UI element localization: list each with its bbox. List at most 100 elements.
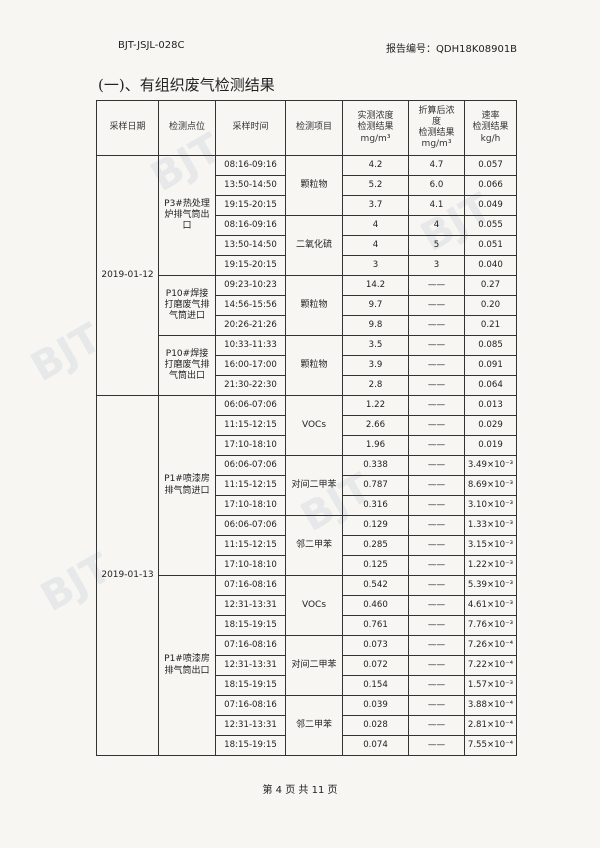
measured-concentration: 4.2	[342, 155, 409, 176]
corrected-concentration: ——	[408, 315, 465, 336]
test-item: 二氧化硫	[285, 215, 343, 276]
corrected-concentration: 3	[408, 255, 465, 276]
corrected-concentration: ——	[408, 735, 465, 756]
results-table: 采样日期 检测点位 采样时间 检测项目 实测浓度 检测结果 mg/m³ 折算后浓 度 检测…	[96, 100, 517, 756]
measured-concentration: 3.9	[342, 355, 409, 376]
sampling-time: 21:30-22:30	[215, 375, 286, 396]
table-row: 13:50-14:50 5.2 6.0 0.066	[97, 175, 517, 196]
emission-rate: 3.10×10⁻³	[464, 495, 517, 516]
document-code: BJT-JSJL-028C	[118, 40, 185, 51]
measured-concentration: 0.072	[342, 655, 409, 676]
measured-concentration: 0.338	[342, 455, 409, 476]
emission-rate: 0.20	[464, 295, 517, 316]
test-item: 颗粒物	[285, 275, 343, 336]
sampling-time: 07:16-08:16	[215, 635, 286, 656]
measured-concentration: 0.125	[342, 555, 409, 576]
table-row: 11:15-12:15 2.66 —— 0.029	[97, 415, 517, 436]
emission-rate: 7.76×10⁻³	[464, 615, 517, 636]
sampling-time: 18:15-19:15	[215, 675, 286, 696]
emission-rate: 0.040	[464, 255, 517, 276]
emission-rate: 0.057	[464, 155, 517, 176]
corrected-concentration: 6.0	[408, 175, 465, 196]
sampling-time: 13:50-14:50	[215, 235, 286, 256]
measured-concentration: 0.073	[342, 635, 409, 656]
table-row: 18:15-19:15 0.154 —— 1.57×10⁻³	[97, 675, 517, 696]
sampling-time: 09:23-10:23	[215, 275, 286, 296]
emission-rate: 3.88×10⁻⁴	[464, 695, 517, 716]
measured-concentration: 14.2	[342, 275, 409, 296]
test-item: 颗粒物	[285, 335, 343, 396]
sampling-time: 19:15-20:15	[215, 195, 286, 216]
report-number: 报告编号：QDH18K08901B	[386, 44, 518, 55]
corrected-concentration: ——	[408, 275, 465, 296]
sampling-location: P1#喷漆房排气筒进口	[158, 395, 216, 576]
measured-concentration: 4	[342, 215, 409, 236]
sampling-time: 17:10-18:10	[215, 495, 286, 516]
measured-concentration: 0.028	[342, 715, 409, 736]
emission-rate: 7.22×10⁻⁴	[464, 655, 517, 676]
corrected-concentration: 4.7	[408, 155, 465, 176]
table-row: 17:10-18:10 0.125 —— 1.22×10⁻³	[97, 555, 517, 576]
sampling-time: 12:31-13:31	[215, 715, 286, 736]
measured-concentration: 1.96	[342, 435, 409, 456]
section-title: (一)、有组织废气检测结果	[98, 76, 275, 94]
test-item: 对间二甲苯	[285, 635, 343, 696]
table-row: 13:50-14:50 4 5 0.051	[97, 235, 517, 256]
sampling-time: 14:56-15:56	[215, 295, 286, 316]
sampling-location: P1#喷漆房排气筒出口	[158, 575, 216, 756]
emission-rate: 0.064	[464, 375, 517, 396]
emission-rate: 0.055	[464, 215, 517, 236]
emission-rate: 5.39×10⁻³	[464, 575, 517, 596]
corrected-concentration: 4	[408, 215, 465, 236]
measured-concentration: 0.542	[342, 575, 409, 596]
sampling-time: 16:00-17:00	[215, 355, 286, 376]
measured-concentration: 0.761	[342, 615, 409, 636]
test-item: 邻二甲苯	[285, 515, 343, 576]
sampling-time: 06:06-07:06	[215, 515, 286, 536]
corrected-concentration: ——	[408, 615, 465, 636]
emission-rate: 0.091	[464, 355, 517, 376]
table-row: 12:31-13:31 0.460 —— 4.61×10⁻³	[97, 595, 517, 616]
emission-rate: 1.33×10⁻³	[464, 515, 517, 536]
sampling-time: 11:15-12:15	[215, 535, 286, 556]
table-row: 20:26-21:26 9.8 —— 0.21	[97, 315, 517, 336]
emission-rate: 7.26×10⁻⁴	[464, 635, 517, 656]
corrected-concentration: ——	[408, 535, 465, 556]
measured-concentration: 0.129	[342, 515, 409, 536]
measured-concentration: 0.039	[342, 695, 409, 716]
measured-concentration: 0.154	[342, 675, 409, 696]
sampling-time: 07:16-08:16	[215, 695, 286, 716]
measured-concentration: 3.5	[342, 335, 409, 356]
sampling-time: 20:26-21:26	[215, 315, 286, 336]
sampling-location: P10#焊接打磨废气排气筒出口	[158, 335, 216, 396]
corrected-concentration: 4.1	[408, 195, 465, 216]
measured-concentration: 0.285	[342, 535, 409, 556]
corrected-concentration: ——	[408, 395, 465, 416]
sampling-time: 18:15-19:15	[215, 615, 286, 636]
column-header: 速率 检测结果 kg/h	[464, 100, 517, 156]
measured-concentration: 9.7	[342, 295, 409, 316]
corrected-concentration: ——	[408, 295, 465, 316]
sampling-time: 12:31-13:31	[215, 595, 286, 616]
sampling-time: 12:31-13:31	[215, 655, 286, 676]
table-header-row: 采样日期 检测点位 采样时间 检测项目 实测浓度 检测结果 mg/m³ 折算后浓 度 检测…	[96, 100, 517, 156]
sampling-time: 19:15-20:15	[215, 255, 286, 276]
table-row: 18:15-19:15 0.761 —— 7.76×10⁻³	[97, 615, 517, 636]
sampling-time: 17:10-18:10	[215, 555, 286, 576]
column-header: 实测浓度 检测结果 mg/m³	[342, 100, 409, 156]
table-row: P10#焊接打磨废气排气筒出口 10:33-11:33 颗粒物 3.5 —— 0.085	[97, 335, 517, 396]
sampling-time: 08:16-09:16	[215, 155, 286, 176]
sampling-time: 17:10-18:10	[215, 435, 286, 456]
emission-rate: 1.22×10⁻³	[464, 555, 517, 576]
emission-rate: 0.051	[464, 235, 517, 256]
measured-concentration: 9.8	[342, 315, 409, 336]
emission-rate: 0.066	[464, 175, 517, 196]
emission-rate: 4.61×10⁻³	[464, 595, 517, 616]
emission-rate: 3.15×10⁻³	[464, 535, 517, 556]
emission-rate: 0.029	[464, 415, 517, 436]
sampling-time: 07:16-08:16	[215, 575, 286, 596]
measured-concentration: 0.460	[342, 595, 409, 616]
sampling-location: P3#热处理炉排气筒出口	[158, 155, 216, 276]
measured-concentration: 0.074	[342, 735, 409, 756]
corrected-concentration: ——	[408, 435, 465, 456]
